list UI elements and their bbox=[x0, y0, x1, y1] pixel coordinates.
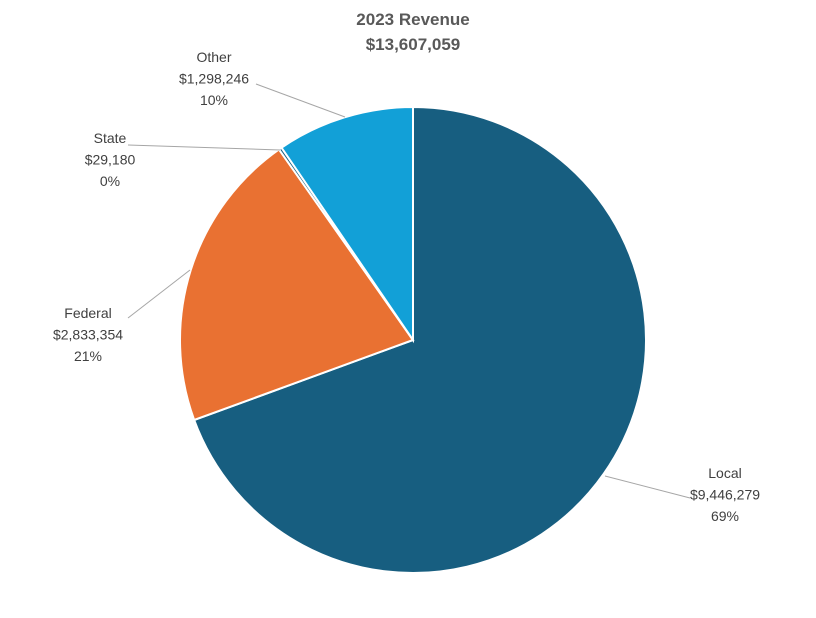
slice-label-state-name: State bbox=[94, 130, 127, 146]
slice-labels: Local $9,446,279 69% Federal $2,833,354 21% St… bbox=[53, 49, 760, 524]
slice-label-state-percent: 0% bbox=[100, 173, 120, 189]
pie-slice-other bbox=[280, 105, 414, 344]
slice-label-local-name: Local bbox=[708, 465, 741, 481]
slice-label-other-name: Other bbox=[196, 49, 231, 65]
leader-line-local bbox=[604, 475, 691, 499]
slice-label-federal-name: Federal bbox=[64, 305, 111, 321]
slice-label-other-percent: 10% bbox=[200, 92, 228, 108]
pie-slice-federal bbox=[179, 148, 415, 422]
slice-label-other-value: $1,298,246 bbox=[179, 71, 249, 87]
pie-slice-local bbox=[192, 105, 647, 574]
slice-label-local-value: $9,446,279 bbox=[690, 487, 760, 503]
pie-slices bbox=[179, 105, 647, 574]
leader-line-state bbox=[127, 144, 281, 151]
leader-lines bbox=[127, 83, 691, 499]
chart-subtitle: $13,607,059 bbox=[366, 35, 461, 54]
slice-label-state-value: $29,180 bbox=[85, 152, 136, 168]
leader-line-other bbox=[255, 83, 346, 118]
slice-label-federal-percent: 21% bbox=[74, 348, 102, 364]
slice-label-local-percent: 69% bbox=[711, 508, 739, 524]
chart-title: 2023 Revenue bbox=[356, 10, 469, 29]
slice-label-federal-value: $2,833,354 bbox=[53, 327, 123, 343]
leader-line-federal bbox=[127, 269, 191, 319]
